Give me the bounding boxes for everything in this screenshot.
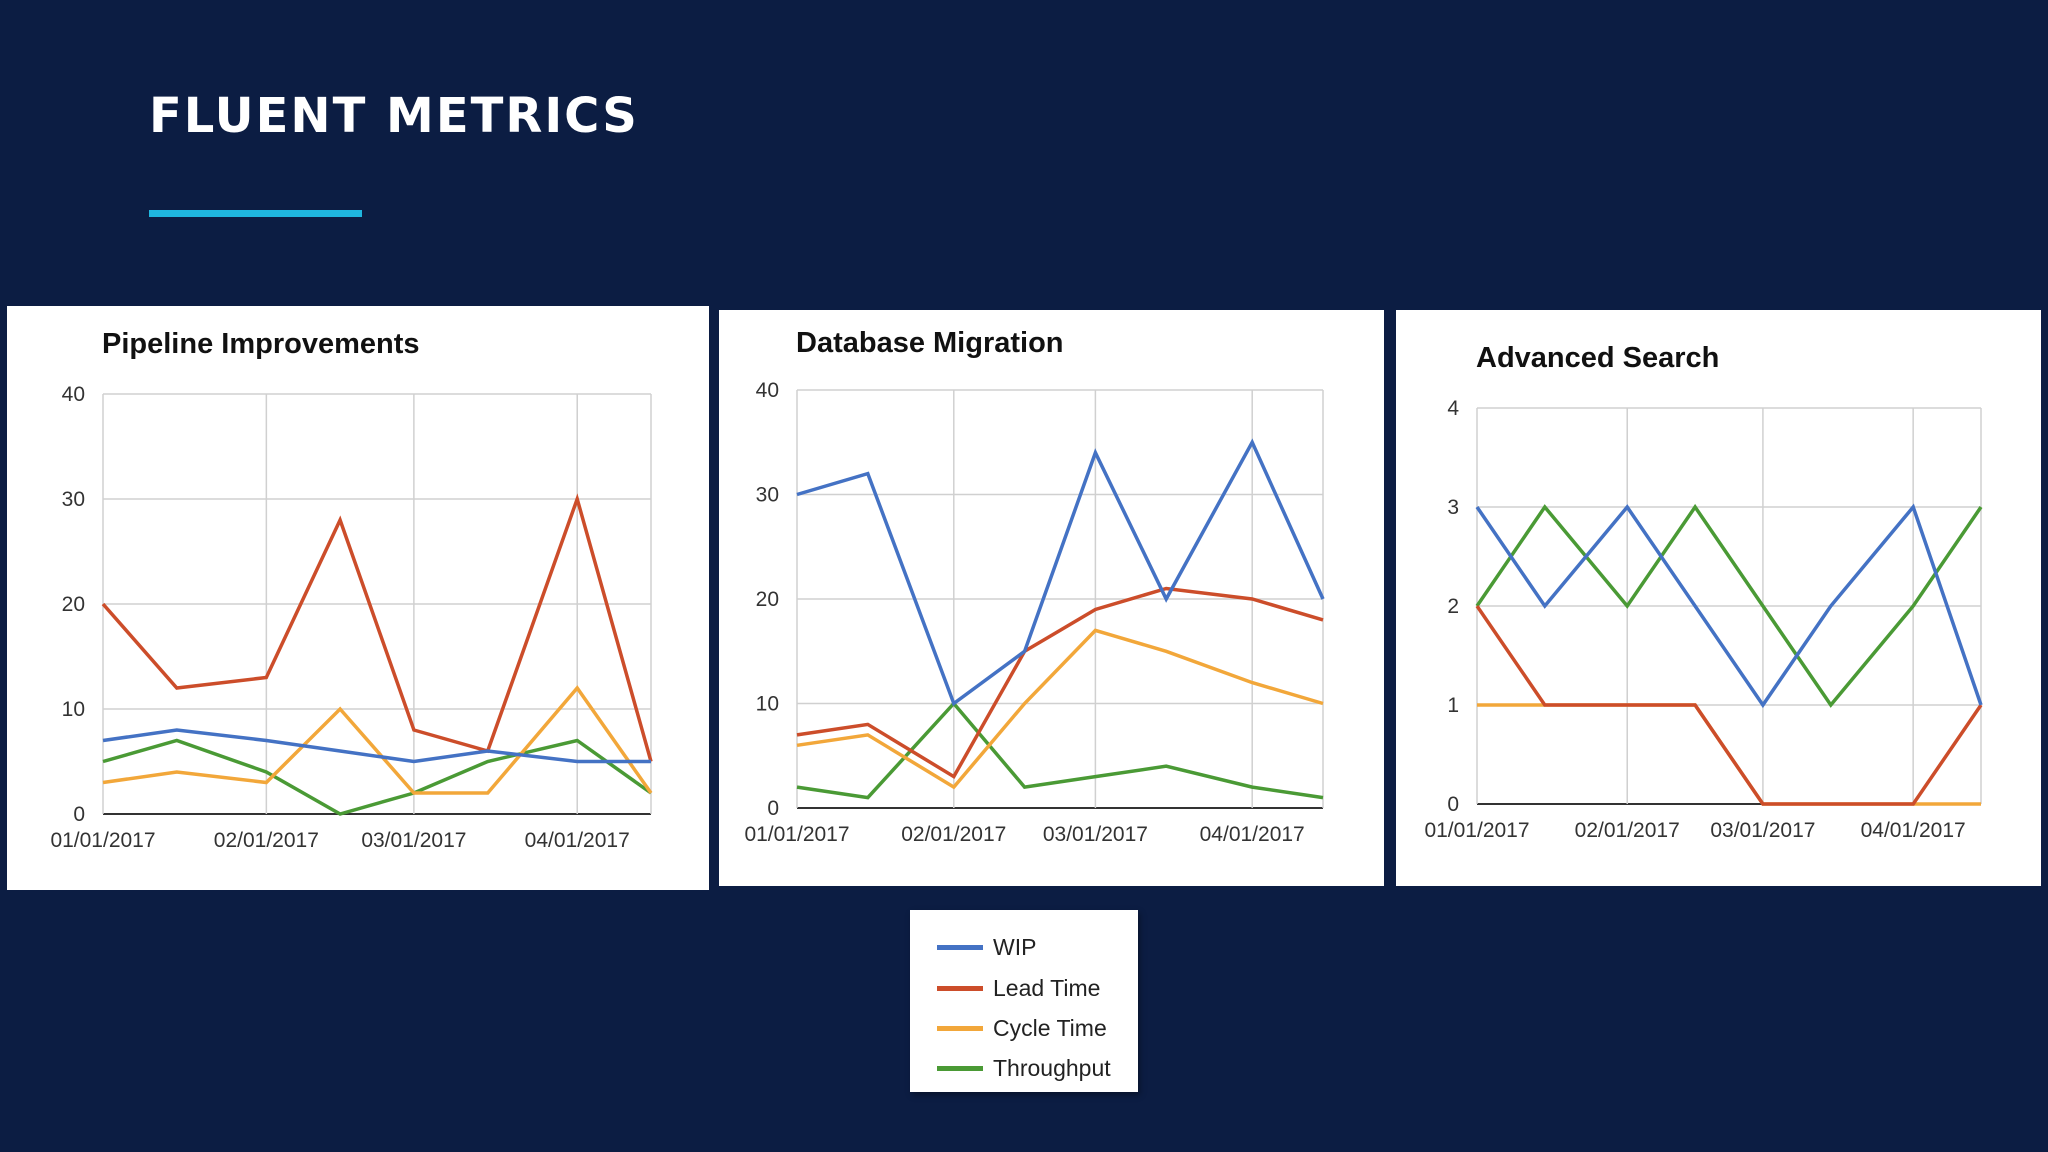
legend-item-throughput: Throughput: [937, 1053, 1111, 1083]
legend-item-cycle-time: Cycle Time: [937, 1013, 1107, 1043]
y-tick-label: 0: [767, 797, 779, 820]
x-tick-label: 01/01/2017: [1424, 819, 1529, 842]
y-tick-label: 10: [62, 698, 85, 721]
y-tick-label: 0: [73, 803, 85, 826]
x-tick-label: 01/01/2017: [50, 829, 155, 852]
legend-label: Lead Time: [993, 975, 1100, 1002]
series-line-wip: [797, 442, 1323, 703]
legend-swatch-lead-time: [937, 986, 983, 991]
series-line-throughput: [797, 704, 1323, 798]
x-tick-label: 03/01/2017: [1710, 819, 1815, 842]
y-tick-label: 10: [756, 693, 779, 716]
y-tick-label: 4: [1447, 397, 1459, 420]
legend-swatch-throughput: [937, 1066, 983, 1071]
x-tick-label: 04/01/2017: [525, 829, 630, 852]
x-tick-label: 02/01/2017: [901, 823, 1006, 846]
x-tick-label: 01/01/2017: [744, 823, 849, 846]
legend-item-lead-time: Lead Time: [937, 973, 1100, 1003]
legend-label: Throughput: [993, 1055, 1111, 1082]
chart-title: Advanced Search: [1476, 342, 1719, 374]
chart-title: Database Migration: [796, 327, 1064, 359]
y-tick-label: 0: [1447, 793, 1459, 816]
chart-panel-advanced-search: Advanced Search 0 1 2 3 4 01/01/2017 02/01/2017…: [1396, 310, 2041, 886]
chart-title: Pipeline Improvements: [102, 328, 420, 360]
line-chart-database-migration: Database Migration 0 10 20 30 40 01/01/2017 02/…: [719, 310, 1384, 886]
chart-panel-pipeline-improvements: Pipeline Improvements 0 10 20 30 40 01/01/2017…: [7, 306, 709, 890]
y-tick-label: 40: [756, 379, 779, 402]
line-chart-pipeline-improvements: Pipeline Improvements 0 10 20 30 40 01/01/2017…: [7, 306, 709, 890]
series-line-lead-time: [103, 499, 651, 762]
y-tick-label: 1: [1447, 694, 1459, 717]
legend-swatch-cycle-time: [937, 1026, 983, 1031]
slide-title: FLUENT METRICS: [149, 88, 639, 144]
y-tick-label: 2: [1447, 595, 1459, 618]
x-tick-label: 02/01/2017: [1575, 819, 1680, 842]
y-tick-label: 20: [62, 593, 85, 616]
series-line-cycle-time: [797, 630, 1323, 787]
x-tick-label: 04/01/2017: [1200, 823, 1305, 846]
y-tick-label: 30: [756, 484, 779, 507]
legend-swatch-wip: [937, 945, 983, 950]
legend-item-wip: WIP: [937, 932, 1036, 962]
series-line-lead-time: [797, 589, 1323, 777]
chart-legend: WIP Lead Time Cycle Time Throughput: [910, 910, 1138, 1092]
x-tick-label: 02/01/2017: [214, 829, 319, 852]
y-tick-label: 3: [1447, 496, 1459, 519]
series-line-cycle-time: [103, 688, 651, 793]
y-tick-label: 30: [62, 488, 85, 511]
x-tick-label: 04/01/2017: [1861, 819, 1966, 842]
title-accent-rule: [149, 210, 362, 217]
x-tick-label: 03/01/2017: [1043, 823, 1148, 846]
chart-panel-database-migration: Database Migration 0 10 20 30 40 01/01/2017 02/…: [719, 310, 1384, 886]
legend-label: WIP: [993, 934, 1036, 961]
legend-label: Cycle Time: [993, 1015, 1107, 1042]
line-chart-advanced-search: Advanced Search 0 1 2 3 4 01/01/2017 02/01/2017…: [1396, 310, 2041, 886]
y-tick-label: 20: [756, 588, 779, 611]
series-line-wip: [103, 730, 651, 762]
x-tick-label: 03/01/2017: [361, 829, 466, 852]
y-tick-label: 40: [62, 383, 85, 406]
